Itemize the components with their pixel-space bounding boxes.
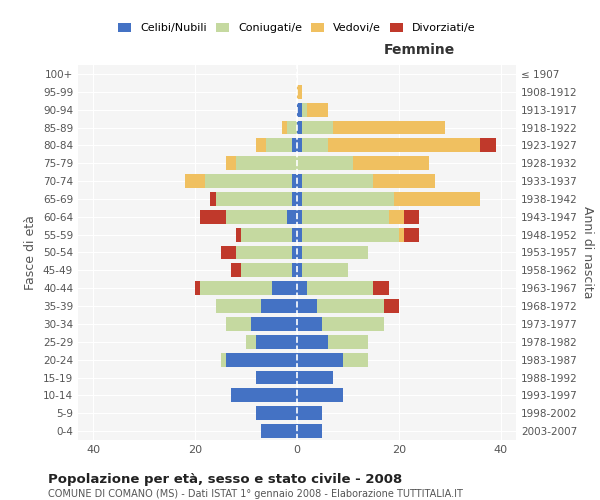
Bar bbox=[211, 192, 215, 206]
Text: COMUNE DI COMANO (MS) - Dati ISTAT 1° gennaio 2008 - Elaborazione TUTTITALIA.IT: COMUNE DI COMANO (MS) - Dati ISTAT 1° ge… bbox=[48, 489, 463, 499]
Bar bbox=[215, 192, 292, 206]
Bar bbox=[394, 192, 481, 206]
Bar bbox=[332, 120, 445, 134]
Bar bbox=[226, 317, 251, 331]
Bar bbox=[297, 85, 302, 99]
Bar bbox=[302, 120, 332, 134]
Y-axis label: Anni di nascita: Anni di nascita bbox=[581, 206, 594, 298]
Bar bbox=[256, 406, 297, 420]
Bar bbox=[297, 264, 302, 278]
Bar bbox=[389, 210, 404, 224]
Bar bbox=[302, 174, 373, 188]
Bar bbox=[404, 210, 419, 224]
Bar bbox=[302, 192, 394, 206]
Bar bbox=[292, 264, 297, 278]
Bar bbox=[302, 228, 399, 241]
Bar bbox=[226, 156, 236, 170]
Bar bbox=[328, 335, 368, 349]
Bar bbox=[236, 228, 241, 241]
Bar bbox=[292, 174, 297, 188]
Text: Femmine: Femmine bbox=[384, 44, 455, 58]
Bar bbox=[297, 246, 302, 260]
Bar bbox=[297, 156, 353, 170]
Bar bbox=[322, 317, 383, 331]
Bar bbox=[297, 210, 302, 224]
Bar bbox=[481, 138, 496, 152]
Bar bbox=[302, 102, 307, 117]
Bar bbox=[200, 281, 272, 295]
Bar bbox=[297, 352, 343, 366]
Text: Popolazione per età, sesso e stato civile - 2008: Popolazione per età, sesso e stato civil… bbox=[48, 472, 402, 486]
Bar bbox=[282, 120, 287, 134]
Bar bbox=[221, 352, 226, 366]
Bar bbox=[292, 192, 297, 206]
Bar bbox=[297, 424, 322, 438]
Bar bbox=[373, 174, 434, 188]
Bar bbox=[215, 299, 262, 313]
Bar bbox=[266, 138, 292, 152]
Bar bbox=[373, 281, 389, 295]
Bar bbox=[302, 264, 348, 278]
Y-axis label: Fasce di età: Fasce di età bbox=[25, 215, 37, 290]
Bar bbox=[226, 352, 297, 366]
Bar bbox=[195, 281, 200, 295]
Bar bbox=[292, 138, 297, 152]
Bar bbox=[262, 424, 297, 438]
Bar bbox=[231, 264, 241, 278]
Bar bbox=[302, 138, 328, 152]
Bar bbox=[297, 406, 322, 420]
Bar bbox=[256, 138, 266, 152]
Bar bbox=[256, 335, 297, 349]
Bar bbox=[328, 138, 481, 152]
Bar bbox=[292, 228, 297, 241]
Bar bbox=[297, 102, 302, 117]
Bar bbox=[297, 388, 343, 402]
Bar bbox=[297, 370, 332, 384]
Bar bbox=[307, 102, 328, 117]
Bar bbox=[297, 138, 302, 152]
Bar bbox=[226, 210, 287, 224]
Bar bbox=[404, 228, 419, 241]
Bar bbox=[221, 246, 236, 260]
Bar bbox=[297, 174, 302, 188]
Legend: Celibi/Nubili, Coniugati/e, Vedovi/e, Divorziati/e: Celibi/Nubili, Coniugati/e, Vedovi/e, Di… bbox=[114, 18, 480, 38]
Bar bbox=[297, 228, 302, 241]
Bar bbox=[241, 264, 292, 278]
Bar bbox=[302, 246, 368, 260]
Bar bbox=[302, 210, 389, 224]
Bar bbox=[256, 370, 297, 384]
Bar bbox=[297, 192, 302, 206]
Bar bbox=[399, 228, 404, 241]
Bar bbox=[272, 281, 297, 295]
Bar bbox=[236, 156, 297, 170]
Bar bbox=[185, 174, 205, 188]
Bar bbox=[383, 299, 399, 313]
Bar bbox=[297, 281, 307, 295]
Bar bbox=[231, 388, 297, 402]
Bar bbox=[287, 210, 297, 224]
Bar bbox=[287, 120, 297, 134]
Bar bbox=[343, 352, 368, 366]
Bar bbox=[317, 299, 383, 313]
Bar bbox=[297, 335, 328, 349]
Bar bbox=[251, 317, 297, 331]
Bar bbox=[241, 228, 292, 241]
Bar bbox=[262, 299, 297, 313]
Bar bbox=[297, 299, 317, 313]
Bar bbox=[292, 246, 297, 260]
Bar bbox=[205, 174, 292, 188]
Bar bbox=[236, 246, 292, 260]
Bar bbox=[307, 281, 373, 295]
Bar bbox=[246, 335, 256, 349]
Bar bbox=[200, 210, 226, 224]
Bar bbox=[353, 156, 430, 170]
Bar bbox=[297, 317, 322, 331]
Bar bbox=[297, 120, 302, 134]
